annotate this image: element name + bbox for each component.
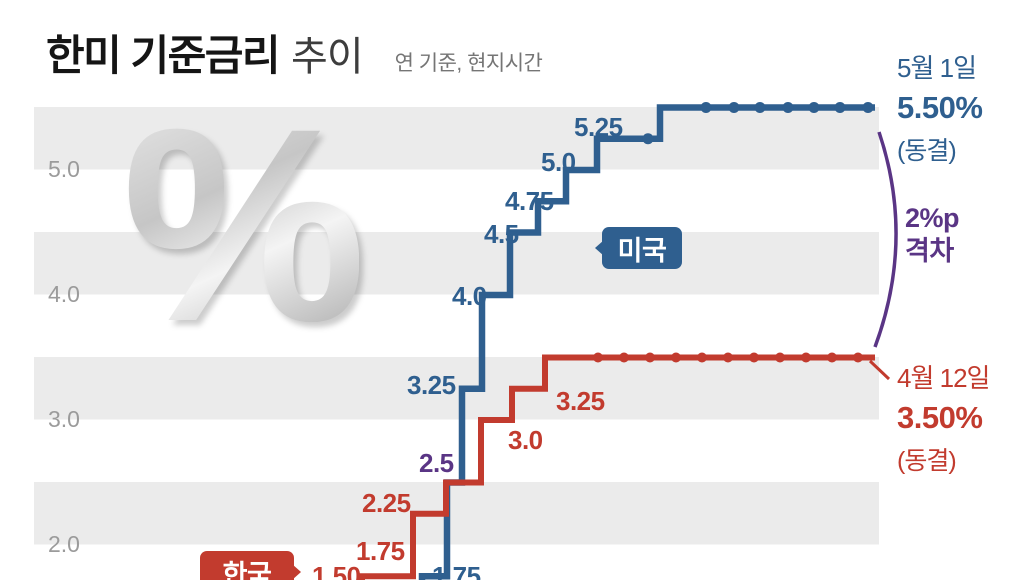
rate-label-us: 3.25 — [407, 370, 456, 400]
us-series-badge: 미국 — [595, 227, 682, 269]
percent-watermark: % — [122, 72, 367, 379]
y-axis-tick: 5.0 — [48, 156, 80, 182]
kr-latest-date: 4월 12일 — [897, 363, 990, 393]
title-main: 한미 기준금리 — [46, 32, 281, 79]
y-axis-tick: 4.0 — [48, 281, 80, 307]
rate-label-us: 4.75 — [505, 186, 554, 216]
kr-series-badge: 한국 — [200, 551, 301, 580]
rate-label-us: 1.75 — [432, 561, 481, 580]
rate-label-kr: 1.50 — [312, 561, 361, 580]
y-axis-tick: 2.0 — [48, 531, 80, 557]
gap-annotation: 2%p 격차 — [905, 202, 960, 268]
kr-latest-status: (동결) — [897, 447, 957, 475]
us-latest-status: (동결) — [897, 137, 957, 165]
rate-label-kr: 1.75 — [356, 536, 405, 566]
rate-label-us: 4.5 — [484, 219, 519, 249]
y-axis-tick: 3.0 — [48, 406, 80, 432]
rate-label-equal: 2.5 — [419, 448, 454, 478]
rate-label-us: 5.25 — [574, 112, 623, 142]
rate-label-us: 5.0 — [541, 147, 576, 177]
rate-label-us: 4.0 — [452, 281, 487, 311]
us-latest-date: 5월 1일 — [897, 53, 977, 83]
title-note: 연 기준, 현지시간 — [394, 52, 543, 75]
title-block: 한미 기준금리 추이 연 기준, 현지시간 — [46, 22, 543, 83]
gap-text: 격차 — [905, 236, 954, 266]
us-latest-annotation: 5월 1일 5.50% (동결) — [897, 48, 983, 167]
rate-label-kr: 3.25 — [556, 386, 605, 416]
rate-label-kr: 3.0 — [508, 425, 543, 455]
rate-label-kr: 2.25 — [362, 488, 411, 518]
us-latest-rate: 5.50% — [897, 90, 983, 125]
gap-value: 2%p — [905, 203, 960, 233]
kr-latest-rate: 3.50% — [897, 400, 983, 435]
kr-latest-annotation: 4월 12일 3.50% (동결) — [897, 358, 990, 477]
title-sub: 추이 — [291, 35, 364, 79]
